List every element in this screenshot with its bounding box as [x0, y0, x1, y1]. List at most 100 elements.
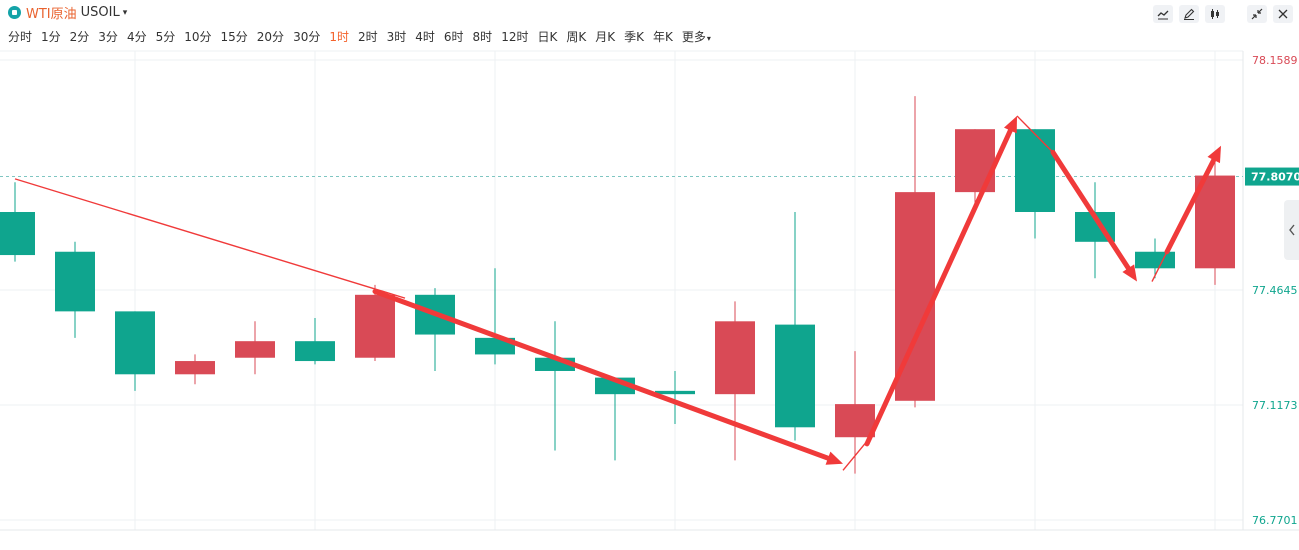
tab-period-label: 5分 — [155, 30, 176, 44]
draw-tool-button[interactable] — [1179, 5, 1199, 23]
tab-period[interactable]: 30分 — [293, 28, 320, 45]
candle-body — [0, 211, 35, 256]
period-tabs: 分时 1分 2分 3分 4分 5分 10分 15分 20分 30分 1时 2时 3时 4时 6时 8时 12时日… — [8, 28, 720, 45]
trend-arrow-head — [1122, 264, 1137, 282]
candle-body — [655, 390, 695, 395]
candle-style-icon — [1211, 9, 1219, 19]
trend-arrow-shaft — [372, 288, 831, 461]
instrument-name: WTI原油 — [26, 7, 77, 22]
trend-arrow-shaft — [864, 127, 1013, 447]
tab-period-label: 1时 — [329, 30, 349, 44]
tab-period[interactable]: 周K — [566, 28, 586, 45]
tab-period-label: 更多 — [681, 30, 706, 44]
tab-period[interactable]: 5分 — [156, 28, 176, 45]
y-tick-label: 76.7701 — [1252, 514, 1298, 527]
tab-period[interactable]: 季K — [624, 28, 644, 45]
symbol-logo-icon — [8, 6, 21, 19]
chevron-down-icon: ▾ — [706, 34, 711, 43]
y-tick-label: 77.4645 — [1252, 284, 1298, 297]
tab-period[interactable]: 分时 — [8, 28, 32, 45]
candle-body — [1135, 251, 1175, 269]
collapse-button[interactable] — [1247, 5, 1267, 23]
tab-period-label: 30分 — [293, 30, 321, 44]
current-price-label: 77.8070 — [1251, 171, 1299, 184]
tab-period-label: 4时 — [415, 30, 435, 44]
candle-body — [715, 321, 755, 395]
tab-period-label: 20分 — [256, 30, 285, 44]
tab-period[interactable]: 4分 — [127, 28, 147, 45]
tab-period-label: 季K — [624, 30, 644, 44]
line-tool-button[interactable] — [1153, 5, 1173, 23]
trend-arrow-head — [825, 451, 843, 465]
line-tool-icon — [1157, 10, 1169, 20]
draw-tool-icon — [1184, 8, 1195, 20]
chevron-left-icon — [1288, 224, 1295, 236]
y-tick-label: 78.1589 — [1252, 54, 1298, 67]
tab-period[interactable]: 年K — [653, 28, 673, 45]
symbol-selector[interactable]: WTI原油 USOIL ▾ — [8, 3, 127, 22]
trend-arrow-shaft — [1164, 157, 1217, 255]
trend-arrow-shaft — [1050, 149, 1131, 271]
candle-body — [175, 361, 215, 375]
candle-body — [55, 251, 95, 312]
tab-period[interactable]: 10分 — [184, 28, 211, 45]
tab-period[interactable]: 月K — [595, 28, 615, 45]
tab-period-label: 8时 — [472, 30, 493, 44]
tab-period[interactable]: 更多▾ — [682, 28, 711, 45]
toolbar — [1153, 5, 1293, 23]
chart-header: WTI原油 USOIL ▾ 分时 1分 2分 3分 4分 5分 10分 15分 20分 30分 1时… — [0, 0, 1299, 44]
trend-line — [1151, 251, 1168, 282]
y-tick-label: 77.1173 — [1252, 399, 1298, 412]
current-price-tag — [1245, 167, 1299, 186]
tab-period-label: 2分 — [69, 30, 90, 44]
tab-period-label: 日K — [537, 30, 558, 44]
instrument-symbol: USOIL — [80, 5, 120, 20]
candle-body — [115, 311, 155, 375]
tab-period-label: 周K — [566, 30, 587, 44]
tab-period-label: 2时 — [357, 30, 378, 44]
candle-body — [295, 341, 335, 362]
tab-period-label: 3时 — [386, 30, 407, 44]
candle-body — [835, 404, 875, 438]
tab-period[interactable]: 6时 — [444, 28, 464, 45]
tab-period-label: 12时 — [501, 30, 529, 44]
tab-period-label: 6时 — [443, 30, 464, 44]
candle-style-button[interactable] — [1205, 5, 1225, 23]
trend-line — [14, 178, 406, 299]
candle-body — [1195, 175, 1235, 269]
tab-period[interactable]: 2时 — [358, 28, 378, 45]
tab-period[interactable]: 日K — [537, 28, 557, 45]
tab-period-label: 3分 — [98, 30, 118, 44]
tab-period[interactable]: 3时 — [387, 28, 407, 45]
tab-period-label: 15分 — [220, 30, 248, 44]
candle-body — [355, 294, 395, 358]
candle-body — [1015, 129, 1055, 212]
candle-body — [235, 341, 275, 358]
tab-period[interactable]: 2分 — [70, 28, 90, 45]
tab-period[interactable]: 15分 — [221, 28, 248, 45]
close-icon — [1278, 9, 1288, 19]
tab-period-label: 分时 — [8, 30, 33, 44]
tab-period[interactable]: 1时 — [329, 28, 349, 45]
side-panel-toggle[interactable] — [1284, 200, 1299, 260]
close-button[interactable] — [1273, 5, 1293, 23]
tab-period[interactable]: 8时 — [473, 28, 493, 45]
candle-body — [475, 337, 515, 355]
tab-period-label: 月K — [595, 30, 616, 44]
candle-body — [775, 324, 815, 428]
tab-period-label: 4分 — [126, 30, 147, 44]
collapse-icon — [1251, 8, 1263, 20]
tab-period[interactable]: 20分 — [257, 28, 284, 45]
tab-period[interactable]: 12时 — [501, 28, 528, 45]
tab-period-label: 年K — [652, 30, 673, 44]
trend-line — [1016, 115, 1054, 153]
tab-period[interactable]: 3分 — [98, 28, 118, 45]
trend-arrow-head — [1207, 145, 1221, 164]
tab-period[interactable]: 4时 — [415, 28, 435, 45]
tab-period[interactable]: 1分 — [41, 28, 61, 45]
trend-arrow-head — [1003, 115, 1017, 134]
tab-period-label: 1分 — [41, 30, 61, 44]
tab-period-label: 10分 — [184, 30, 212, 44]
chevron-down-icon: ▾ — [122, 7, 128, 18]
